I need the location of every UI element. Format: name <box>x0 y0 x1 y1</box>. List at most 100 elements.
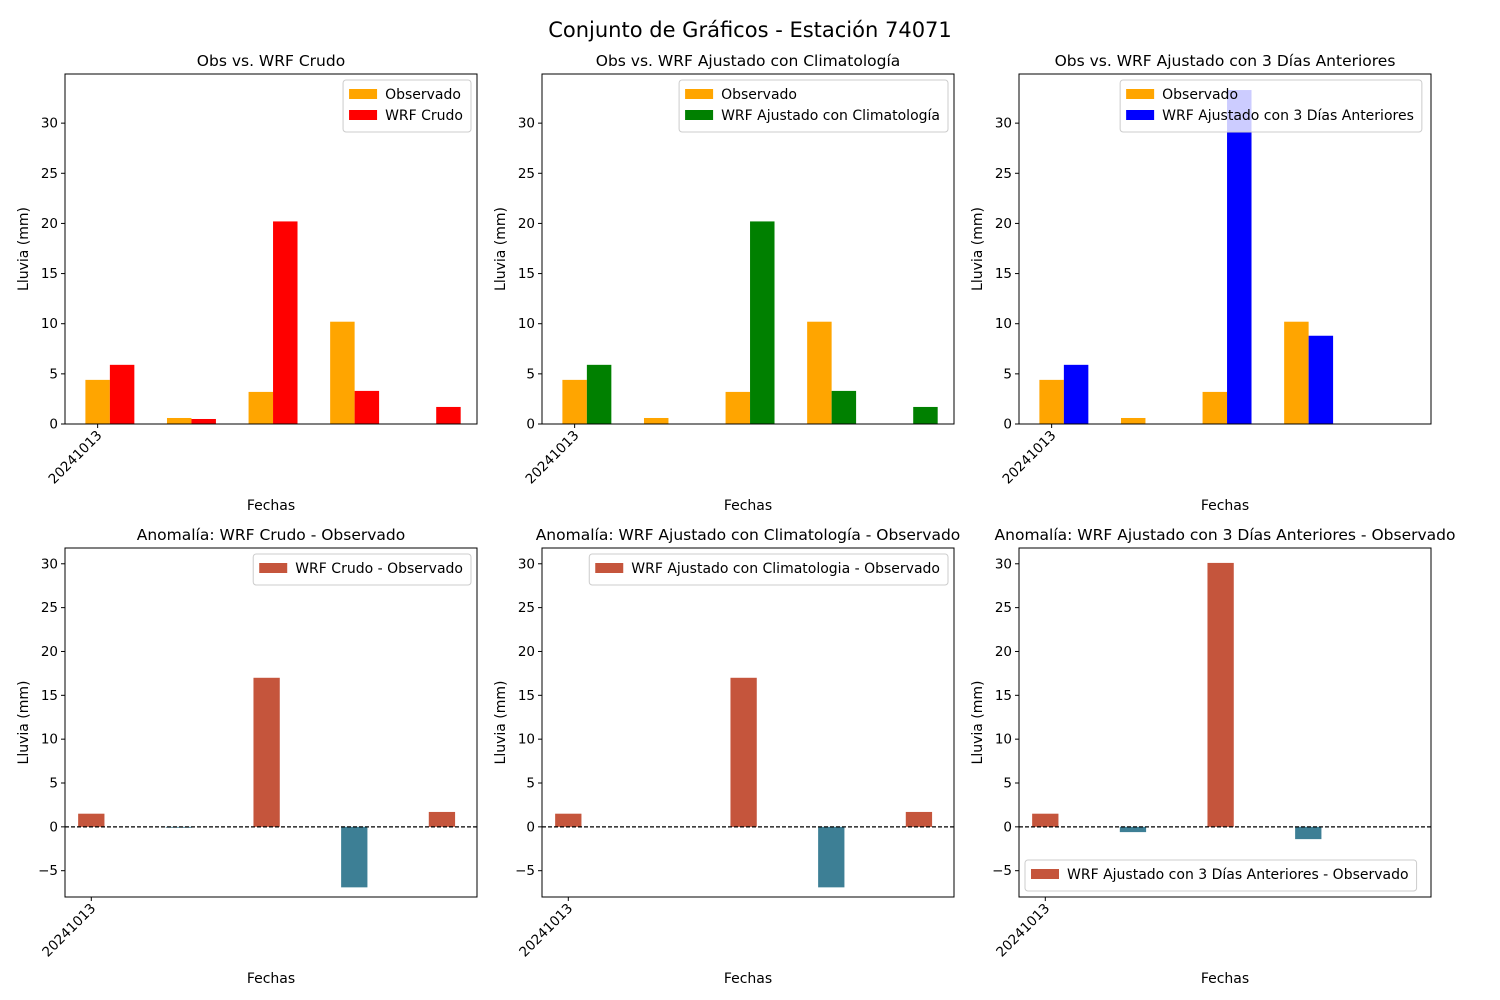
y-tick-label: 15 <box>41 266 58 282</box>
legend-swatch <box>1031 869 1059 879</box>
x-tick-label: 20241013 <box>39 901 99 961</box>
legend: Observado WRF Ajustado con Climatología <box>678 79 949 133</box>
bar <box>1039 379 1064 424</box>
y-tick-label: −5 <box>38 863 58 879</box>
legend-swatch <box>685 89 714 99</box>
y-tick-label: 15 <box>995 688 1012 704</box>
y-tick-label: 20 <box>995 644 1012 660</box>
legend-swatch <box>1126 110 1155 120</box>
chart-obs-vs-wrf-crudo: 0 5 10 15 20 25 30 20241013 Obs vs. WRF Crudo Fec… <box>16 52 478 514</box>
x-axis-label: Fechas <box>247 498 295 514</box>
x-axis-label: Fechas <box>724 971 772 987</box>
bar <box>1308 335 1334 424</box>
bar <box>85 379 110 424</box>
y-axis-label: Lluvia (mm) <box>493 207 509 291</box>
y-tick-label: 30 <box>995 556 1012 572</box>
bar <box>436 406 461 424</box>
legend-label: WRF Crudo - Observado <box>295 561 463 577</box>
chart-anomalia-wrf-3-dias: −5 0 5 10 15 20 25 30 20241013 Anomalía: WRF Ajus… <box>970 526 1455 987</box>
axes-frame <box>1018 547 1432 898</box>
legend: Observado WRF Crudo <box>342 79 472 133</box>
bar <box>1119 826 1147 833</box>
y-tick-label: 0 <box>1003 417 1012 433</box>
y-axis-label: Lluvia (mm) <box>970 681 986 765</box>
legend-label: Observado <box>1162 87 1238 103</box>
axes-frame <box>1018 73 1432 425</box>
y-tick-label: 5 <box>49 776 58 792</box>
y-tick-label: 25 <box>518 166 535 182</box>
y-tick-label: 20 <box>518 216 535 232</box>
y-tick-label: 25 <box>41 600 58 616</box>
bar <box>273 221 298 424</box>
y-tick-label: 5 <box>1003 776 1012 792</box>
legend-swatch <box>349 110 378 120</box>
legend-label: Observado <box>721 87 797 103</box>
bar <box>750 221 775 424</box>
y-axis-label: Lluvia (mm) <box>493 681 509 765</box>
chart-obs-vs-wrf-climatologia: 0 5 10 15 20 25 30 20241013 Obs vs. WRF Ajustado… <box>493 52 955 514</box>
legend: WRF Ajustado con 3 Días Anteriores - Obs… <box>1024 859 1418 892</box>
y-tick-label: 25 <box>995 600 1012 616</box>
x-tick-label: 20241013 <box>516 901 576 961</box>
bar <box>1284 321 1309 424</box>
legend-swatch <box>349 89 378 99</box>
bar <box>730 677 757 827</box>
y-tick-label: 30 <box>41 116 58 132</box>
chart-title: Anomalía: WRF Ajustado con Climatología … <box>536 526 961 544</box>
y-tick-label: 5 <box>49 366 58 382</box>
y-tick-label: 10 <box>995 732 1012 748</box>
y-tick-label: 20 <box>995 216 1012 232</box>
y-tick-label: 5 <box>526 776 535 792</box>
y-tick-label: 30 <box>41 556 58 572</box>
bar <box>1227 90 1252 425</box>
bar <box>166 417 192 424</box>
y-axis-label: Lluvia (mm) <box>16 207 32 291</box>
y-axis-label: Lluvia (mm) <box>970 207 986 291</box>
y-tick-label: 30 <box>518 116 535 132</box>
chart-title: Obs vs. WRF Ajustado con Climatología <box>596 52 901 70</box>
y-tick-label: 0 <box>49 417 58 433</box>
chart-title: Anomalía: WRF Ajustado con 3 Días Anteri… <box>995 526 1456 544</box>
chart-obs-vs-wrf-3-dias: 0 5 10 15 20 25 30 20241013 Obs vs. WRF Ajustado… <box>970 52 1432 514</box>
y-tick-label: 25 <box>995 166 1012 182</box>
bar <box>1032 813 1059 827</box>
legend-label: Observado <box>385 87 461 103</box>
axes-frame <box>541 547 955 898</box>
y-tick-label: 25 <box>518 600 535 616</box>
legend-box <box>678 79 949 133</box>
bar <box>555 813 582 827</box>
legend: WRF Ajustado con Climatologia - Observad… <box>588 553 949 586</box>
y-tick-label: 5 <box>526 366 535 382</box>
bar <box>807 321 832 424</box>
x-tick-label: 20241013 <box>46 428 106 488</box>
legend-label: WRF Ajustado con 3 Días Anteriores <box>1162 108 1414 124</box>
legend-box <box>588 553 949 586</box>
y-tick-label: 0 <box>526 417 535 433</box>
bar <box>191 418 216 424</box>
y-tick-label: 15 <box>518 688 535 704</box>
x-axis-label: Fechas <box>1201 971 1249 987</box>
bar <box>586 364 612 424</box>
bar <box>913 406 938 424</box>
y-tick-label: 30 <box>995 116 1012 132</box>
legend-box <box>1119 79 1423 133</box>
y-tick-label: 30 <box>518 556 535 572</box>
bar <box>330 321 355 424</box>
bar <box>248 391 274 424</box>
bar <box>1120 417 1146 424</box>
legend-swatch <box>595 563 624 573</box>
legend: WRF Crudo - Observado <box>252 553 472 586</box>
y-tick-label: 20 <box>41 216 58 232</box>
y-tick-label: 25 <box>41 166 58 182</box>
bar <box>725 391 751 424</box>
x-tick-label: 20241013 <box>1000 428 1060 488</box>
y-tick-label: 5 <box>1003 366 1012 382</box>
x-tick-label: 20241013 <box>993 901 1053 961</box>
y-tick-label: 20 <box>41 644 58 660</box>
bar <box>78 813 105 827</box>
y-tick-label: 10 <box>518 316 535 332</box>
y-tick-label: −5 <box>992 863 1012 879</box>
y-tick-label: 0 <box>1003 819 1012 835</box>
chart-title: Obs vs. WRF Ajustado con 3 Días Anterior… <box>1055 52 1396 70</box>
